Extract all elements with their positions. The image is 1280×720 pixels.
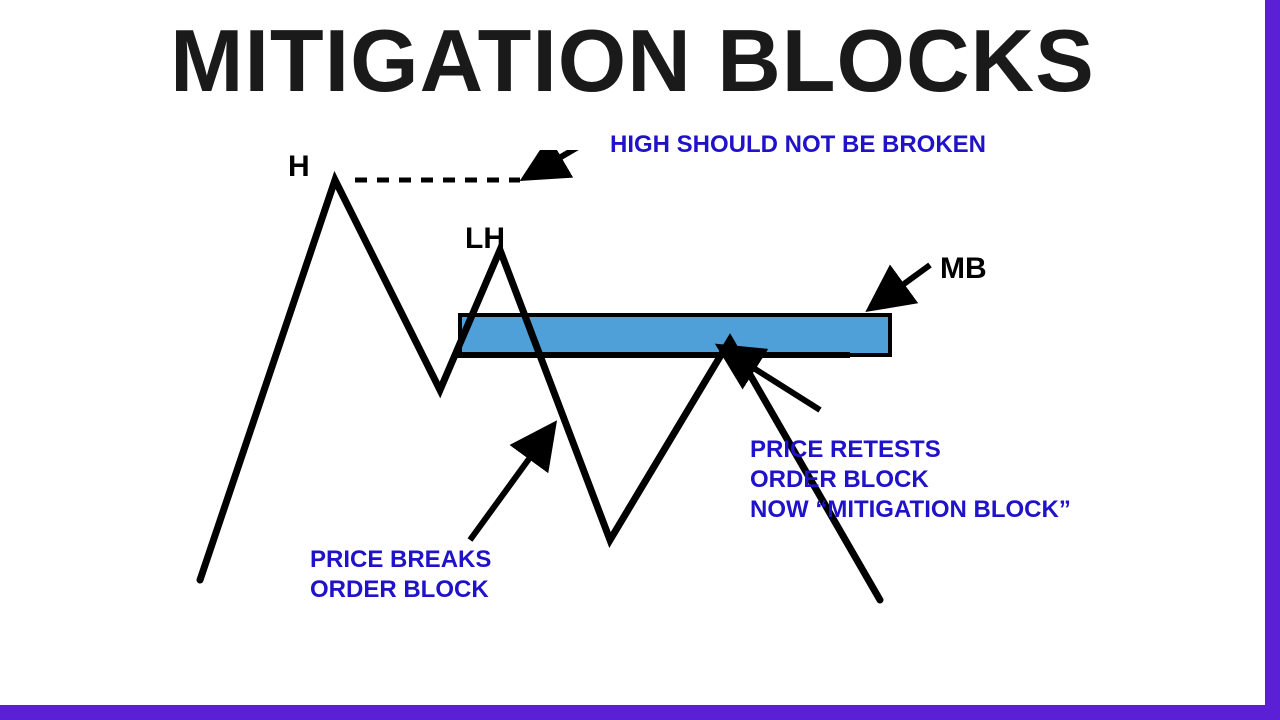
label-lh: LH [465, 220, 505, 258]
label-price-breaks-l1: PRICE BREAKS [310, 546, 491, 573]
label-price-retests-l1: PRICE RETESTS [750, 436, 941, 463]
bottom-accent-bar [0, 705, 1280, 720]
price-path [200, 180, 880, 600]
label-price-breaks: PRICE BREAKS ORDER BLOCK [310, 545, 491, 605]
right-accent-bar [1265, 0, 1280, 720]
label-price-breaks-l2: ORDER BLOCK [310, 576, 489, 603]
mitigation-diagram: H LH MB HIGH SHOULD NOT BE BROKEN PRICE … [180, 150, 1080, 670]
label-h: H [288, 148, 310, 186]
arrow-0 [530, 150, 590, 175]
arrow-1 [875, 265, 930, 305]
arrow-2 [725, 350, 820, 410]
page-title: MITIGATION BLOCKS [0, 10, 1265, 112]
label-high-note: HIGH SHOULD NOT BE BROKEN [610, 130, 986, 160]
label-price-retests-l3: NOW “MITIGATION BLOCK” [750, 496, 1071, 523]
label-price-retests-l2: ORDER BLOCK [750, 466, 929, 493]
arrow-3 [470, 430, 550, 540]
label-price-retests: PRICE RETESTS ORDER BLOCK NOW “MITIGATIO… [750, 435, 1071, 525]
label-mb: MB [940, 250, 987, 288]
